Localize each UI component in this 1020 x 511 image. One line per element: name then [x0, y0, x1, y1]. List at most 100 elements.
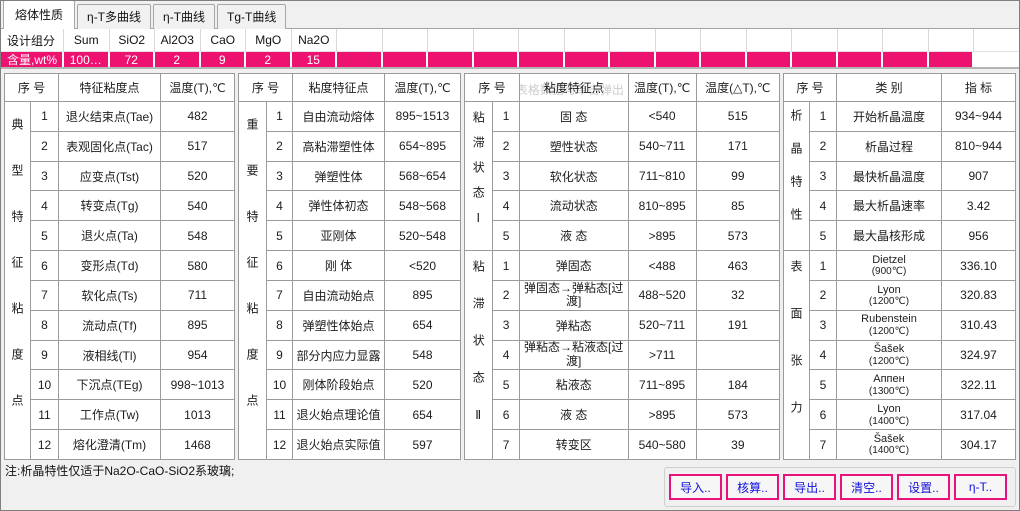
composition-value-empty[interactable]	[883, 52, 929, 67]
row-no: 7	[30, 279, 59, 311]
index-value: 322.11	[941, 369, 1016, 401]
import-button[interactable]: 导入..	[669, 474, 722, 500]
row-no: 2	[30, 130, 59, 162]
settings-button[interactable]: 设置..	[897, 474, 950, 500]
table-row: 4 弹粘态→粘液态[过渡] >711	[465, 339, 781, 371]
table-row: 10 下沉点(TEg) 998~1013	[5, 369, 235, 401]
composition-value-empty[interactable]	[837, 52, 883, 67]
col-header-temp: 温度(T),℃	[627, 73, 697, 102]
clear-button[interactable]: 清空..	[840, 474, 893, 500]
composition-value-empty[interactable]	[564, 52, 610, 67]
row-no: 8	[30, 309, 59, 341]
composition-value-empty[interactable]	[473, 52, 519, 67]
tab-eta-t-curve[interactable]: η-T曲线	[153, 4, 216, 29]
table-row: 5 退火点(Ta) 548	[5, 220, 235, 252]
index-value: 810~944	[941, 130, 1016, 162]
eta-t-button[interactable]: η-T..	[954, 474, 1007, 500]
button-panel: 导入.. 核算.. 导出.. 清空.. 设置.. η-T..	[664, 467, 1016, 507]
viscous-states-table: 序 号 表格数据可单击弹出 粘度特征点 温度(T),℃ 温度(△T),℃ 粘滞状态…	[463, 73, 781, 460]
composition-value-empty[interactable]	[746, 52, 792, 67]
col-header-index: 指 标	[941, 73, 1016, 102]
composition-grid: 设计组分 Sum SiO2 Al2O3 CaO MgO Na2O 含量,wt% …	[1, 29, 1019, 69]
delta-temp-value: 573	[695, 220, 781, 252]
point-name: 刚 体	[292, 250, 385, 281]
composition-value-al2o3[interactable]: 2	[155, 52, 201, 67]
delta-temp-value: 463	[695, 250, 781, 281]
table-row: 3 Rubenstein (1200℃) 310.43	[784, 309, 1016, 341]
composition-col-empty	[656, 29, 701, 51]
row-no: 7	[266, 279, 293, 311]
table-row: 6 Lyon (1400℃) 317.04	[784, 399, 1016, 431]
composition-value-na2o[interactable]: 15	[291, 52, 337, 67]
export-button[interactable]: 导出..	[783, 474, 836, 500]
composition-col-empty	[519, 29, 565, 51]
group-side-label: 重要特征粘度点	[238, 101, 267, 460]
row-no: 3	[492, 160, 520, 192]
temp-value: 654~895	[384, 130, 461, 162]
delta-temp-value: 39	[695, 429, 781, 460]
temp-value: 895	[384, 279, 461, 311]
typical-viscosity-points-table: 序 号 特征粘度点 温度(T),℃ 典型特征粘度点 1 退火结束点(Tae) 4…	[4, 73, 235, 460]
row-no: 3	[30, 160, 59, 192]
state-name: 液 态	[518, 220, 629, 252]
composition-value-sio2[interactable]: 72	[109, 52, 155, 67]
composition-value-empty[interactable]	[928, 52, 974, 67]
composition-col-mgo: MgO	[246, 29, 292, 51]
composition-col-empty	[337, 29, 383, 51]
row-no: 9	[30, 339, 59, 371]
group-side-label: 析晶特性	[783, 100, 810, 252]
index-value: 320.83	[941, 279, 1016, 311]
composition-col-empty	[474, 29, 519, 51]
temp-value: <488	[627, 250, 697, 281]
index-value: 317.04	[941, 399, 1016, 431]
tab-eta-t-multicurve[interactable]: η-T多曲线	[77, 4, 152, 29]
index-value: 907	[941, 160, 1016, 192]
composition-value-empty[interactable]	[382, 52, 428, 67]
composition-value-empty[interactable]	[610, 52, 656, 67]
table-row: 2 Lyon (1200℃) 320.83	[784, 279, 1016, 311]
table-row: 粘滞状态Ⅱ 1 弹固态 <488 463	[463, 250, 781, 460]
col-header-no: 序 号	[238, 73, 293, 102]
composition-value-empty[interactable]	[701, 52, 747, 67]
temp-value: 654	[384, 309, 461, 341]
col-header-point: 特征粘度点	[58, 73, 161, 102]
tab-melt-properties[interactable]: 熔体性质	[3, 1, 76, 29]
table-row: 5 粘液态 711~895 184	[465, 369, 781, 401]
point-name: 流动点(Tf)	[58, 309, 161, 341]
composition-value-cao[interactable]: 9	[200, 52, 246, 67]
composition-value-mgo[interactable]: 2	[246, 52, 292, 67]
index-value: 304.17	[941, 429, 1016, 460]
row-no: 5	[266, 220, 293, 252]
row-no: 4	[30, 190, 59, 222]
delta-temp-value: 573	[695, 399, 781, 431]
composition-value-sum[interactable]: 100…	[64, 52, 110, 67]
row-no: 3	[809, 309, 837, 341]
composition-value-empty[interactable]	[792, 52, 838, 67]
table-row: 5 亚刚体 520~548	[239, 220, 461, 252]
composition-value-empty[interactable]	[337, 52, 383, 67]
delta-temp-value: 171	[695, 130, 781, 162]
temp-value: >711	[627, 339, 697, 371]
calculate-button[interactable]: 核算..	[726, 474, 779, 500]
col-header-point: 粘度特征点	[292, 73, 385, 102]
state-name: 流动状态	[518, 190, 629, 222]
table-row: 表面张力 1 Dietzel (900℃) 336.10	[783, 250, 1016, 460]
composition-value-empty[interactable]	[655, 52, 701, 67]
point-name: 退火始点实际值	[292, 429, 385, 460]
composition-value-empty[interactable]	[428, 52, 474, 67]
table-row: 析晶特性 1 开始析晶温度 934~944	[783, 100, 1016, 252]
composition-col-empty	[838, 29, 883, 51]
composition-value-row: 含量,wt% 100… 72 2 9 2 15	[1, 52, 1019, 69]
method-name: Lyon (1400℃)	[836, 399, 942, 431]
row-no: 11	[30, 399, 59, 431]
row-no: 5	[492, 220, 520, 252]
tab-tg-t-curve[interactable]: Tg-T曲线	[217, 4, 287, 29]
row-no: 9	[266, 339, 293, 371]
composition-col-empty	[383, 29, 428, 51]
row-no: 1	[809, 250, 837, 281]
row-no: 6	[266, 250, 293, 281]
row-no: 2	[492, 130, 520, 162]
point-name: 亚刚体	[292, 220, 385, 252]
composition-value-empty[interactable]	[519, 52, 565, 67]
